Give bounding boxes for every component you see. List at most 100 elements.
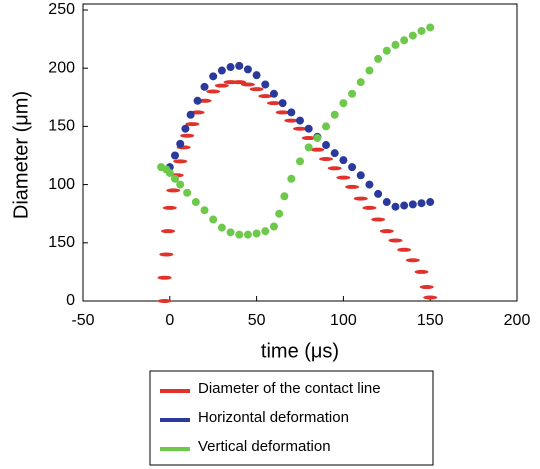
x-tick-label: 50: [248, 312, 266, 329]
point: [382, 46, 391, 55]
point: [382, 198, 391, 207]
point: [217, 223, 226, 232]
point: [301, 136, 316, 141]
point: [200, 206, 209, 215]
point: [287, 174, 296, 183]
point: [217, 66, 226, 75]
point: [371, 217, 386, 222]
y-tick-label: 150: [48, 234, 75, 251]
point: [171, 174, 180, 183]
point: [176, 139, 185, 148]
point: [240, 82, 255, 87]
point: [157, 299, 172, 303]
point: [345, 184, 360, 189]
point: [252, 229, 261, 238]
x-axis-title: time (μs): [261, 340, 339, 362]
x-tick-label: -50: [71, 312, 94, 329]
point: [374, 54, 383, 63]
y-tick-label: 0: [66, 292, 75, 309]
point: [284, 118, 299, 123]
legend-box: [149, 370, 434, 466]
point: [226, 63, 235, 72]
point: [261, 227, 270, 236]
point: [252, 71, 261, 80]
point: [400, 36, 409, 45]
point: [243, 65, 252, 74]
point: [356, 171, 365, 180]
point: [348, 163, 357, 172]
point: [304, 143, 313, 152]
point: [275, 110, 290, 115]
point: [408, 200, 417, 209]
point: [275, 209, 284, 218]
point: [405, 258, 420, 263]
point: [287, 108, 296, 117]
point: [278, 99, 287, 108]
point: [310, 147, 325, 152]
point: [214, 83, 229, 88]
point: [426, 23, 435, 32]
point: [400, 201, 409, 210]
legend-text: Horizontal deformation: [198, 409, 349, 426]
point: [258, 94, 273, 99]
point: [388, 238, 403, 243]
point: [226, 228, 235, 237]
plot-frame: [82, 3, 518, 302]
point: [186, 110, 195, 119]
point: [296, 116, 304, 125]
point: [365, 66, 374, 75]
legend-text: Diameter of the contact line: [198, 380, 381, 397]
point: [423, 295, 438, 300]
point: [408, 31, 417, 40]
point: [293, 126, 307, 131]
point: [193, 96, 202, 105]
point: [269, 89, 278, 98]
x-tick-label: 0: [165, 312, 174, 329]
point: [362, 205, 377, 210]
point: [159, 252, 174, 257]
point: [426, 198, 435, 207]
point: [162, 205, 177, 210]
x-tick-label: 150: [417, 312, 444, 329]
point: [296, 157, 304, 166]
y-axis-title: Diameter (μm): [10, 91, 32, 219]
point: [417, 199, 426, 208]
point: [176, 180, 185, 189]
point: [235, 230, 244, 239]
point: [419, 285, 434, 290]
point: [261, 80, 270, 89]
point: [171, 151, 180, 160]
point: [391, 40, 400, 49]
point: [322, 141, 331, 150]
point: [191, 198, 200, 207]
point: [339, 156, 348, 165]
point: [319, 156, 334, 161]
point: [379, 229, 394, 234]
point: [330, 149, 339, 158]
point: [165, 168, 174, 177]
point: [327, 166, 342, 171]
point: [243, 230, 252, 239]
point: [180, 133, 195, 138]
point: [280, 192, 289, 201]
point: [166, 188, 181, 193]
y-tick-label: 150: [48, 118, 75, 135]
x-tick-label: 200: [504, 312, 531, 329]
point: [200, 82, 209, 91]
y-tick-label: 100: [48, 176, 75, 193]
point: [181, 124, 190, 133]
point: [235, 61, 244, 70]
point: [304, 124, 313, 133]
point: [157, 275, 172, 280]
point: [269, 222, 278, 231]
point: [313, 134, 322, 143]
y-tick-label: 200: [48, 59, 75, 76]
point: [206, 89, 221, 94]
x-tick-label: 100: [330, 312, 357, 329]
point: [374, 189, 383, 198]
point: [173, 159, 188, 164]
point: [209, 72, 218, 81]
point: [161, 229, 176, 234]
point: [348, 89, 357, 98]
